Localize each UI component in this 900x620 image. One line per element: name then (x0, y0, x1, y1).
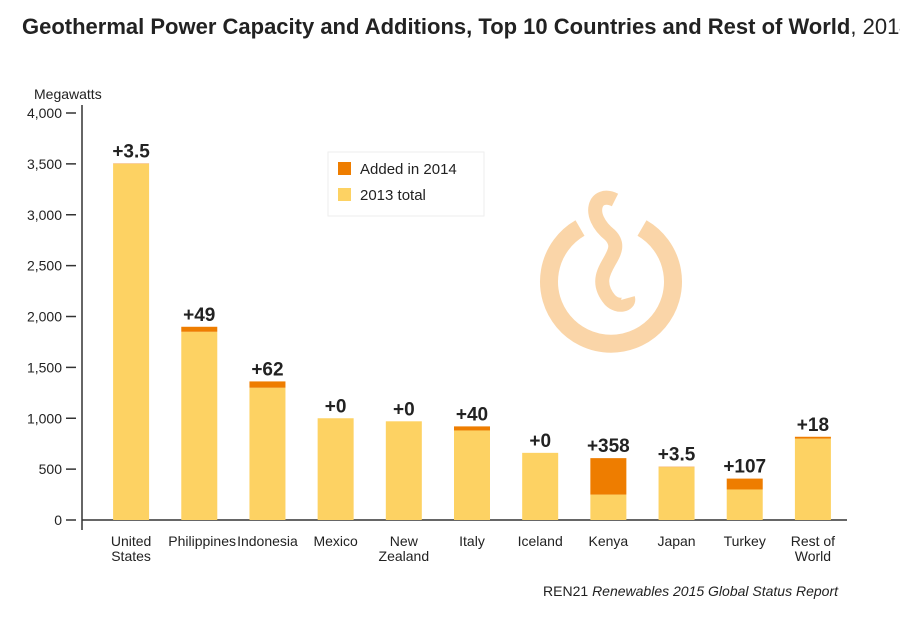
x-tick-label: Philippines (168, 533, 236, 549)
x-tick-label: Iceland (517, 533, 563, 549)
source: REN21 Renewables 2015 Global Status Repo… (543, 583, 839, 599)
bar-segment (590, 494, 627, 520)
bar-segment (113, 163, 150, 520)
data-label: +40 (456, 404, 488, 425)
y-tick-label: 0 (54, 512, 62, 528)
data-label: +0 (393, 399, 415, 420)
source-title: Renewables 2015 Global Status Report (592, 583, 839, 599)
y-tick-label: 2,000 (27, 309, 62, 325)
logo-ring (540, 220, 682, 353)
legend-label: 2013 total (360, 187, 426, 204)
y-tick-label: 4,000 (27, 105, 62, 121)
bar-segment (590, 458, 627, 495)
data-label: +0 (325, 396, 347, 417)
y-tick-label: 1,500 (27, 359, 62, 375)
bar-segment (454, 426, 490, 431)
legend-label: Added in 2014 (360, 161, 457, 178)
bar-segment (726, 489, 763, 520)
data-label: +3.5 (658, 445, 696, 466)
bar-segment (794, 438, 831, 520)
logo-flame (588, 190, 636, 312)
x-tick-label: United States (110, 533, 152, 564)
y-tick-label: 500 (39, 461, 63, 477)
bar-segment (249, 381, 286, 388)
data-label: +3.5 (112, 142, 150, 163)
y-tick-label: 3,500 (27, 156, 62, 172)
y-tick-label: 2,500 (27, 258, 62, 274)
title-main: Geothermal Power Capacity and Additions,… (22, 14, 850, 39)
x-tick-label: Kenya (588, 533, 629, 549)
data-label: +0 (529, 431, 551, 452)
legend-swatch (338, 188, 351, 201)
y-tick-label: 3,000 (27, 207, 62, 223)
bar-segment (385, 421, 422, 520)
bar-segment (249, 387, 286, 520)
x-tick-label: Rest of World (790, 533, 836, 564)
bar-segment (522, 452, 559, 520)
legend-swatch (338, 162, 351, 175)
title-suffix: , 2014 (850, 14, 900, 39)
bar-segment (181, 331, 218, 520)
y-axis-label: Megawatts (34, 86, 102, 102)
x-tick-label: Indonesia (237, 533, 298, 549)
legend-box (327, 151, 485, 217)
bar-segment (181, 326, 218, 332)
bar-segment (658, 467, 695, 520)
x-tick-label: Mexico (313, 533, 358, 549)
data-label: +62 (251, 359, 283, 380)
bar-segment (317, 418, 354, 520)
bar-segment (726, 478, 763, 490)
source-org: REN21 (543, 583, 588, 599)
logo (540, 190, 682, 353)
x-tick-label: New Zealand (378, 533, 430, 564)
x-tick-label: Italy (459, 533, 485, 549)
x-tick-label: Japan (657, 533, 696, 549)
data-label: +18 (797, 415, 829, 436)
chart-title: Geothermal Power Capacity and Additions,… (22, 14, 900, 39)
y-tick-label: 1,000 (27, 410, 62, 426)
data-label: +358 (587, 436, 630, 457)
data-label: +49 (183, 305, 215, 326)
bar-segment (454, 430, 490, 520)
x-tick-label: Turkey (723, 533, 766, 549)
bar-segment (794, 436, 831, 439)
data-label: +107 (723, 457, 766, 478)
